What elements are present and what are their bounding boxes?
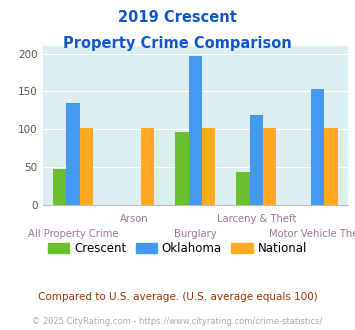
Bar xyxy=(175,132,189,205)
Text: Burglary: Burglary xyxy=(174,229,217,239)
Text: Arson: Arson xyxy=(120,214,148,224)
Bar xyxy=(324,128,338,205)
Bar xyxy=(80,128,93,205)
Text: Motor Vehicle Theft: Motor Vehicle Theft xyxy=(269,229,355,239)
Text: All Property Crime: All Property Crime xyxy=(28,229,118,239)
Text: 2019 Crescent: 2019 Crescent xyxy=(118,10,237,25)
Bar xyxy=(189,56,202,205)
Bar xyxy=(263,128,277,205)
Bar xyxy=(236,172,250,205)
Bar xyxy=(202,128,215,205)
Bar xyxy=(66,103,80,205)
Text: Property Crime Comparison: Property Crime Comparison xyxy=(63,36,292,51)
Bar xyxy=(311,89,324,205)
Bar xyxy=(250,115,263,205)
Text: © 2025 CityRating.com - https://www.cityrating.com/crime-statistics/: © 2025 CityRating.com - https://www.city… xyxy=(32,317,323,326)
Bar xyxy=(53,169,66,205)
Bar xyxy=(141,128,154,205)
Text: Larceny & Theft: Larceny & Theft xyxy=(217,214,296,224)
Text: Compared to U.S. average. (U.S. average equals 100): Compared to U.S. average. (U.S. average … xyxy=(38,292,317,302)
Legend: Crescent, Oklahoma, National: Crescent, Oklahoma, National xyxy=(44,237,311,260)
